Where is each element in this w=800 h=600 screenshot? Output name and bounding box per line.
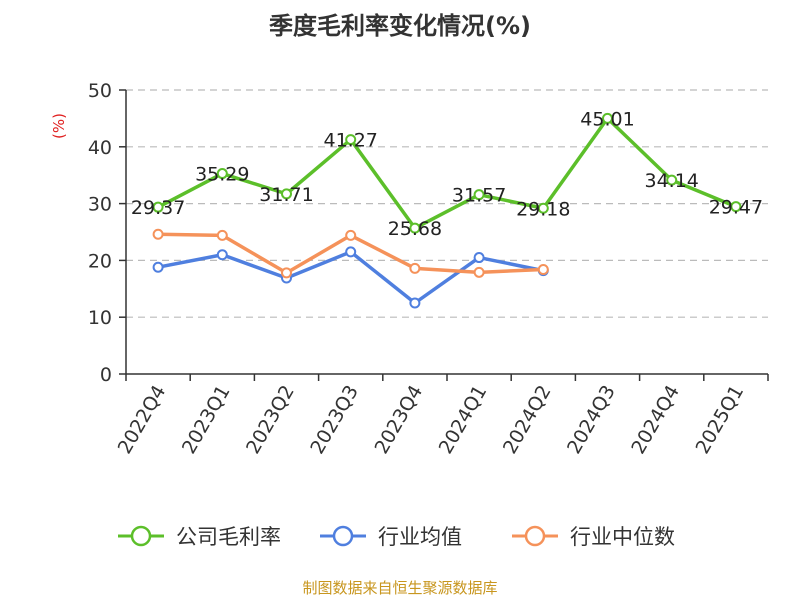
data-point	[602, 112, 613, 124]
data-label: 35.29	[195, 164, 249, 186]
series-line	[157, 250, 544, 305]
x-tick-label: 2023Q3	[306, 382, 363, 458]
data-point	[345, 134, 357, 146]
y-tick-label: 10	[88, 307, 112, 329]
data-point	[730, 201, 742, 213]
data-point	[152, 261, 164, 273]
x-tick-label: 2025Q1	[691, 382, 748, 458]
data-point	[216, 168, 228, 180]
y-tick-label: 40	[88, 137, 112, 159]
chart-title: 季度毛利率变化情况(%)	[269, 12, 531, 40]
y-tick-label: 30	[88, 194, 112, 216]
x-tick-label: 2024Q4	[627, 382, 684, 458]
legend-marker	[332, 525, 354, 547]
legend: 公司毛利率 行业均值 行业中位数	[118, 525, 675, 549]
data-point	[345, 229, 357, 241]
legend-item: 行业均值	[320, 525, 462, 549]
data-label: 41.27	[323, 130, 377, 152]
series-line	[157, 116, 737, 230]
data-point	[537, 202, 549, 214]
data-point	[473, 252, 485, 264]
data-point	[537, 263, 549, 275]
source-note: 制图数据来自恒生聚源数据库	[302, 579, 497, 597]
legend-label: 行业中位数	[570, 525, 675, 549]
legend-marker	[524, 525, 546, 547]
data-point	[152, 201, 164, 213]
series-layer: 29.37 35.29 31.71 41.27 25.68 31.57 29.18 45.01…	[131, 108, 763, 309]
data-label: 29.18	[516, 198, 570, 220]
legend-marker	[130, 525, 152, 547]
series-0: 29.37 35.29 31.71 41.27 25.68 31.57 29.18 45.01…	[131, 108, 763, 240]
data-point	[281, 188, 292, 200]
data-label: 29.47	[709, 197, 763, 219]
data-label: 31.57	[452, 185, 506, 207]
x-tick-label: 2024Q3	[563, 382, 620, 458]
y-tick-label: 0	[100, 364, 112, 386]
data-label: 29.37	[131, 197, 185, 219]
data-label: 34.14	[644, 170, 698, 192]
legend-item: 公司毛利率	[118, 525, 281, 549]
series-2	[152, 228, 549, 279]
x-tick-label: 2023Q2	[242, 382, 299, 458]
x-tick-label: 2022Q4	[114, 382, 171, 458]
data-label: 45.01	[580, 108, 634, 130]
legend-label: 公司毛利率	[176, 525, 281, 549]
y-tick-label: 50	[88, 80, 112, 102]
data-point	[281, 267, 292, 279]
data-point	[345, 246, 357, 258]
data-point	[152, 228, 164, 240]
data-point	[409, 222, 421, 234]
x-tick-label: 2024Q2	[499, 382, 556, 458]
data-point	[473, 266, 485, 278]
data-point	[216, 229, 228, 241]
y-tick-label: 20	[88, 250, 112, 272]
x-tick-label: 2024Q1	[435, 381, 492, 457]
x-tick-label: 2023Q4	[370, 382, 427, 458]
data-point	[216, 249, 228, 261]
grid-lines	[126, 89, 768, 318]
legend-item: 行业中位数	[512, 525, 675, 549]
data-point	[666, 174, 678, 186]
data-point	[409, 297, 421, 309]
x-tick-label: 2023Q1	[178, 382, 235, 458]
series-1	[152, 246, 549, 309]
data-label: 25.68	[388, 218, 442, 240]
data-label: 31.71	[259, 184, 313, 206]
y-axis-label: (%)	[50, 113, 68, 139]
data-point	[409, 262, 421, 274]
legend-label: 行业均值	[378, 525, 462, 549]
data-point	[473, 189, 485, 201]
